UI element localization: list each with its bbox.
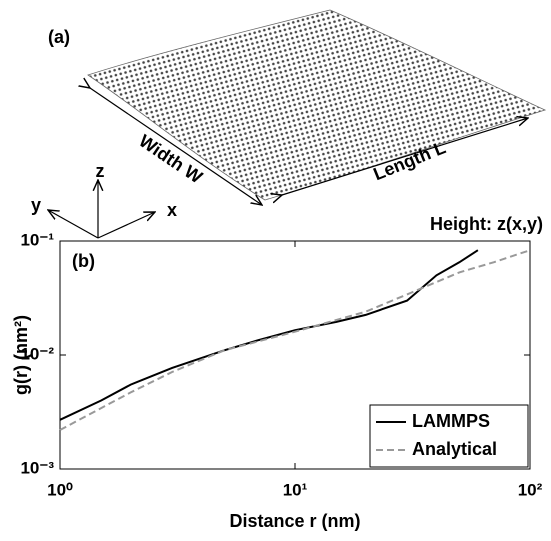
x-tick-label: 10⁰: [47, 480, 73, 499]
height-label: Height: z(x,y): [430, 214, 543, 234]
x-tick-label: 10²: [518, 480, 543, 499]
axis-x-label: x: [167, 200, 177, 220]
axis-y-label: y: [31, 195, 41, 215]
axis-z-label: z: [96, 161, 105, 181]
y-tick-label: 10⁻³: [20, 458, 54, 477]
figure: (a) Width W Length L z y x Height: z(x,y…: [0, 0, 551, 541]
graphene-sheet: [88, 10, 545, 200]
legend-label: Analytical: [412, 439, 497, 459]
panel-label: (a): [48, 27, 70, 47]
series-line: [60, 250, 478, 420]
legend-label: LAMMPS: [412, 411, 490, 431]
series-line: [60, 250, 530, 430]
y-axis-label: g(r) (nm²): [11, 315, 31, 395]
panel-label: (b): [72, 251, 95, 271]
y-tick-label: 10⁻¹: [20, 230, 54, 249]
x-axis-label: Distance r (nm): [229, 511, 360, 531]
x-tick-label: 10¹: [283, 480, 308, 499]
y-axis-arrow: [48, 210, 98, 238]
x-axis-arrow: [98, 212, 155, 238]
